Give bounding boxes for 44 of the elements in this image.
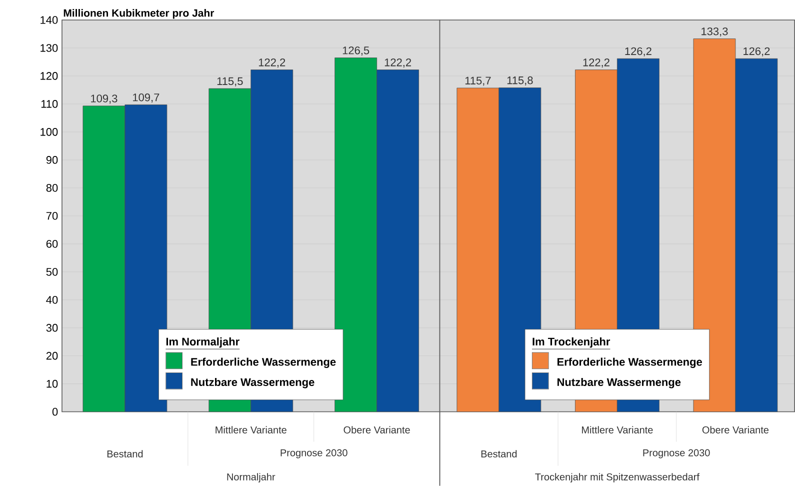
y-tick-label: 0: [52, 408, 58, 416]
data-label: 126,2: [625, 47, 652, 56]
data-label: 115,7: [465, 76, 491, 86]
y-tick-label: 70: [46, 212, 58, 220]
y-tick-label: 120: [40, 72, 58, 80]
data-label: 126,2: [744, 47, 770, 56]
data-label: 126,5: [342, 46, 370, 56]
data-label: 133,3: [702, 27, 728, 36]
y-tick-label: 40: [46, 296, 58, 304]
text: Bestand: [107, 450, 143, 458]
legend-label: Erforderliche Wassermenge: [191, 358, 336, 368]
data-label: 115,5: [217, 77, 243, 86]
x-tick-label: Obere Variante: [344, 426, 410, 434]
y-tick-label: 140: [40, 16, 58, 24]
legend-label: Nutzbare Wassermenge: [191, 378, 314, 388]
y-axis-title: Millionen Kubikmeter pro Jahr: [64, 8, 214, 19]
data-label: 115,8: [507, 76, 533, 86]
data-label: 109,3: [91, 94, 118, 104]
y-tick-label: 110: [41, 100, 58, 108]
data-label: 122,2: [583, 58, 610, 68]
legend-label: Nutzbare Wassermenge: [557, 378, 681, 388]
y-tick-label: 20: [46, 352, 58, 360]
text: Prognose 2030: [643, 449, 710, 458]
text: Trockenjahr mit Spitzenwasserbedarf: [535, 473, 700, 482]
y-tick-label: 30: [46, 324, 58, 332]
x-tick-label: Mittlere Variante: [582, 426, 653, 434]
x-tick-label: Obere Variante: [702, 426, 769, 434]
data-label: 109,7: [133, 93, 160, 103]
y-tick-label: 80: [46, 184, 58, 192]
y-tick-label: 10: [46, 380, 58, 388]
y-tick-label: 100: [40, 128, 58, 136]
legend-title: Im Normaljahr: [166, 337, 240, 348]
y-tick-label: 90: [46, 156, 58, 164]
x-tick-label: Mittlere Variante: [216, 426, 286, 434]
data-label: 122,2: [384, 58, 412, 68]
y-tick-label: 60: [46, 240, 58, 248]
text: Normaljahr: [227, 473, 276, 482]
legend-label: Erforderliche Wassermenge: [557, 358, 702, 368]
data-label: 122,2: [258, 58, 286, 68]
legend-title: Im Trockenjahr: [532, 337, 610, 348]
y-tick-label: 130: [40, 44, 58, 52]
y-tick-label: 50: [46, 268, 58, 276]
text: Prognose 2030: [280, 449, 348, 458]
text: Bestand: [481, 450, 517, 458]
